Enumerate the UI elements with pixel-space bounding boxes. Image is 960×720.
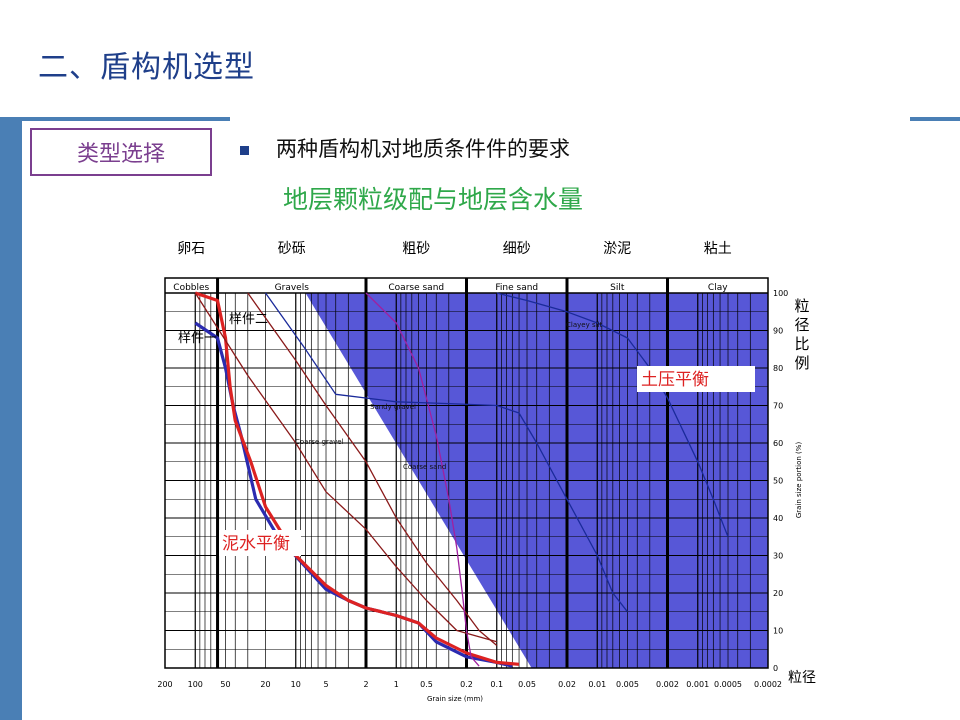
y-tick-label: 70 bbox=[773, 402, 783, 411]
y-tick-label: 50 bbox=[773, 477, 783, 486]
annotation-sandy-gravel: Sandy gravel bbox=[370, 403, 416, 411]
y-tick-label: 80 bbox=[773, 364, 783, 373]
x-tick-label: 100 bbox=[188, 680, 203, 689]
x-axis-label: Grain size (mm) bbox=[427, 695, 483, 703]
epb-region-label: 土压平衡 bbox=[641, 370, 709, 390]
x-tick-label: 0.02 bbox=[558, 680, 576, 689]
header-divider-left bbox=[0, 117, 230, 121]
bullet-icon bbox=[240, 146, 249, 155]
slurry-label-bg bbox=[219, 530, 301, 556]
category-label-en: Fine sand bbox=[495, 283, 538, 293]
y-tick-label: 60 bbox=[773, 439, 783, 448]
category-label-cn: 细砂 bbox=[503, 241, 531, 257]
x-tick-label: 0.0002 bbox=[754, 680, 782, 689]
series-curve bbox=[264, 292, 629, 613]
y-axis-label: Grain size portion (%) bbox=[795, 442, 803, 519]
annotation-coarse-gravel: Coarse gravel bbox=[295, 438, 344, 446]
annotation-clayey-silt: Clayey silt bbox=[566, 321, 602, 329]
series-curve bbox=[194, 291, 520, 666]
x-tick-label: 1 bbox=[394, 680, 399, 689]
x-tick-label: 0.002 bbox=[656, 680, 679, 689]
y-tick-label: 10 bbox=[773, 627, 783, 636]
y-tick-label: 20 bbox=[773, 589, 783, 598]
x-tick-label: 50 bbox=[220, 680, 230, 689]
category-label-en: Clay bbox=[708, 283, 728, 293]
category-label-cn: 粗砂 bbox=[402, 241, 430, 257]
series-curve bbox=[496, 292, 729, 538]
x-tick-label: 0.0005 bbox=[714, 680, 742, 689]
series-label-sample2: 样件二 bbox=[229, 312, 268, 327]
y-axis-label-cn-char: 径 bbox=[794, 316, 809, 334]
series-label-sample1: 样件一 bbox=[178, 331, 217, 346]
x-tick-label: 0.05 bbox=[518, 680, 536, 689]
epb-label-bg bbox=[637, 366, 755, 392]
x-tick-label: 0.5 bbox=[420, 680, 433, 689]
series-curve bbox=[247, 292, 498, 646]
x-tick-label: 0.005 bbox=[616, 680, 639, 689]
series-curve bbox=[194, 292, 497, 643]
x-tick-label: 0.001 bbox=[686, 680, 709, 689]
x-tick-label: 2 bbox=[363, 680, 368, 689]
y-axis-label-cn-char: 例 bbox=[794, 354, 809, 372]
y-tick-label: 100 bbox=[773, 289, 788, 298]
category-label-cn: 粘土 bbox=[704, 241, 732, 257]
x-tick-label: 200 bbox=[157, 680, 172, 689]
slurry-region-label: 泥水平衡 bbox=[222, 534, 290, 554]
category-label-en: Cobbles bbox=[173, 283, 209, 293]
x-tick-label: 0.01 bbox=[588, 680, 606, 689]
x-axis-label-cn: 粒径 bbox=[788, 670, 816, 686]
requirement-text: 两种盾构机对地质条件件的要求 bbox=[276, 137, 570, 161]
type-selection-box[interactable]: 类型选择 bbox=[30, 128, 212, 176]
category-label-en: Silt bbox=[610, 283, 625, 293]
category-label-cn: 卵石 bbox=[177, 241, 205, 257]
left-accent-bar bbox=[0, 118, 22, 720]
category-label-cn: 淤泥 bbox=[603, 241, 631, 257]
chart-subtitle: 地层颗粒级配与地层含水量 bbox=[283, 185, 584, 214]
y-tick-label: 40 bbox=[773, 514, 783, 523]
x-tick-label: 0.2 bbox=[460, 680, 473, 689]
page-title: 二、盾构机选型 bbox=[38, 50, 255, 85]
x-tick-label: 5 bbox=[323, 680, 328, 689]
y-tick-label: 90 bbox=[773, 327, 783, 336]
category-label-en: Gravels bbox=[275, 283, 310, 293]
x-tick-label: 10 bbox=[291, 680, 301, 689]
category-label-cn: 砂砾 bbox=[278, 241, 306, 257]
header-divider-right bbox=[910, 117, 960, 121]
y-tick-label: 30 bbox=[773, 552, 783, 561]
y-axis-label-cn-char: 粒 bbox=[794, 297, 809, 315]
series-curve bbox=[365, 292, 480, 667]
y-tick-label: 0 bbox=[773, 664, 778, 673]
x-tick-label: 20 bbox=[260, 680, 270, 689]
annotation-coarse-sand: Coarse sand bbox=[403, 463, 446, 471]
category-label-en: Coarse sand bbox=[388, 283, 444, 293]
x-tick-label: 0.1 bbox=[490, 680, 503, 689]
y-axis-label-cn-char: 比 bbox=[794, 335, 809, 353]
